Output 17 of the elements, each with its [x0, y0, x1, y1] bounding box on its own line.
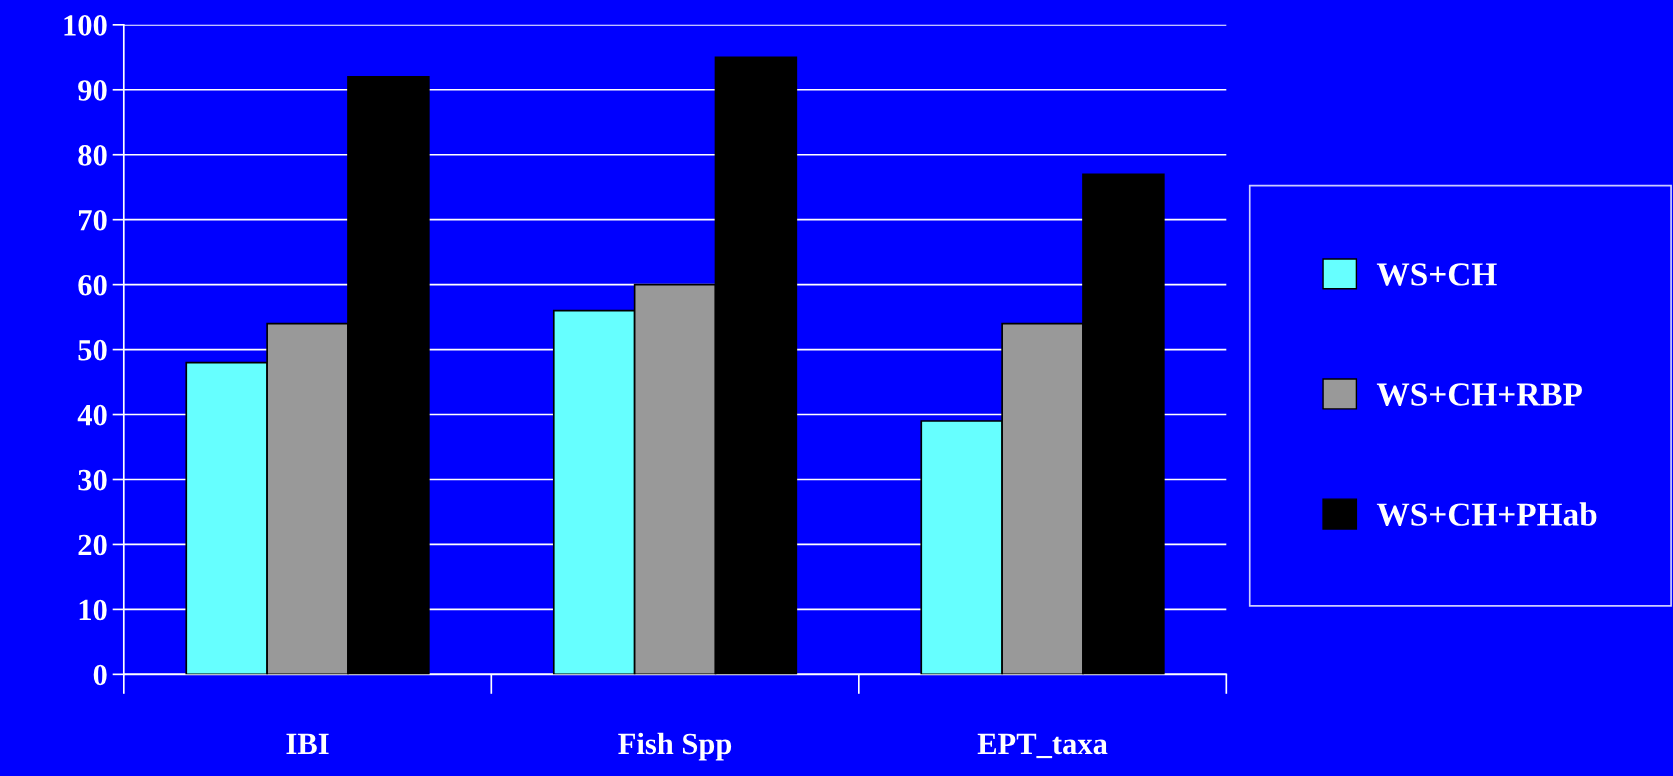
y-tick-label: 100 — [64, 15, 107, 36]
y-tick-label: 80 — [78, 145, 107, 166]
y-tick-label: 70 — [79, 209, 107, 231]
y-tick-label: 10 — [79, 599, 107, 621]
y-tick-label: 20 — [78, 534, 107, 556]
y-tick-label: 90 — [78, 80, 107, 101]
y-tick-label: 60 — [78, 274, 107, 296]
legend-label: WS+CH+PHab — [1376, 502, 1597, 526]
y-tick-label: 50 — [78, 339, 107, 361]
y-tick-label: 30 — [78, 469, 107, 491]
x-tick-label: Fish Spp — [618, 732, 732, 761]
x-tick-label: EPT_taxa — [977, 733, 1108, 759]
legend-label: WS+CH — [1376, 263, 1497, 286]
y-tick-label: 40 — [77, 404, 107, 426]
x-tick-label: IBI — [286, 733, 329, 754]
legend-label: WS+CH+RBP — [1376, 383, 1582, 406]
y-tick-label: 0 — [93, 664, 107, 686]
